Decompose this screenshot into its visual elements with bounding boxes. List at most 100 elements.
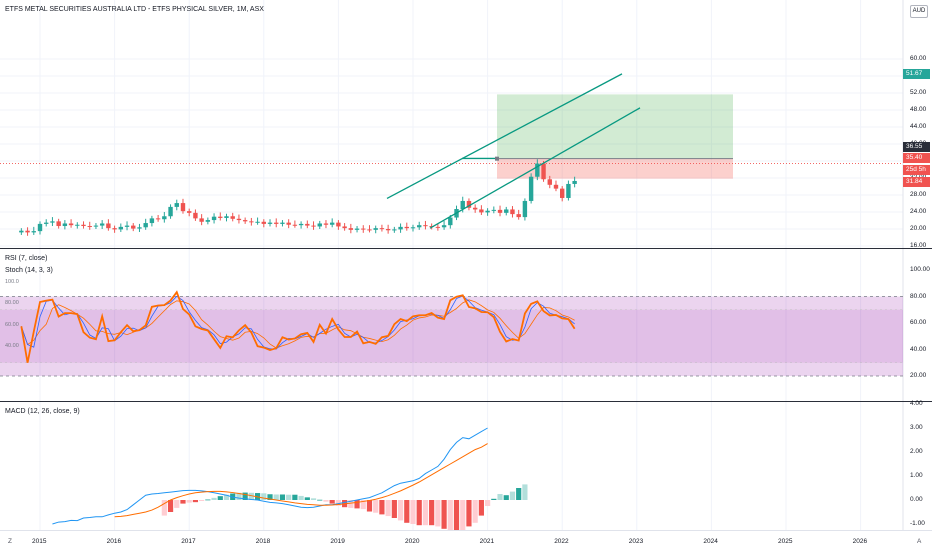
candle [466,200,472,208]
histogram-bar [497,494,503,500]
histogram-bar [503,495,509,500]
candle [162,216,167,220]
candle [218,216,223,218]
price-axis-label: 28.00 [910,191,927,198]
histogram-bar [317,499,323,501]
rsi-band [0,309,903,363]
candle [199,218,204,222]
channel-lower-line [429,107,641,229]
histogram-bar [516,488,522,500]
candle [392,229,397,231]
rsi-left-label: 80.00 [5,300,19,307]
candle [62,223,68,227]
histogram-bar [261,493,267,500]
histogram-bar [310,498,317,500]
histogram-bar [329,500,335,504]
histogram-bar [279,494,286,500]
candle [131,225,136,229]
macd-legend[interactable]: MACD (12, 26, close, 9) [5,408,80,415]
candle [19,230,24,233]
rsi-legend[interactable]: RSI (7, close) [5,255,48,262]
histogram-bar [174,500,180,508]
candle [292,224,298,226]
candle [255,221,260,223]
candle [435,226,441,228]
rsi-left-label: 100.0 [5,279,19,286]
price-chart[interactable] [0,0,932,248]
macd-axis-label: 0.00 [910,496,923,503]
candle [267,222,273,224]
histogram-bar [522,484,528,500]
histogram-bar [391,500,397,518]
candle [99,223,105,226]
histogram-bar [460,500,466,530]
histogram-bar [292,494,298,500]
histogram-bar [217,496,223,500]
candle [174,203,179,207]
auto-scale-toggle[interactable]: A [917,538,922,545]
candle [547,179,552,185]
histogram-bar [466,500,472,527]
currency-badge[interactable]: AUD [910,5,928,18]
candle [535,163,540,177]
macd-axis-label: 1.00 [910,472,923,479]
candle [553,184,559,189]
histogram-bar [273,494,279,500]
price-tag: 25d 5h [903,165,930,175]
macd-pane[interactable]: MACD (12, 26, close, 9) 4.00 3.00 2.00 1.00… [0,400,932,530]
stoch-k-line [20,295,575,350]
histogram-bar [304,497,310,500]
histogram-bar [360,500,366,510]
rsi-pane[interactable]: RSI (7, close) Stoch (14, 3, 3) 100.00 80… [0,249,932,401]
time-axis-label: 2020 [405,538,420,545]
stoch-legend[interactable]: Stoch (14, 3, 3) [5,267,53,274]
macd-chart[interactable] [0,402,932,530]
candle [398,226,403,230]
time-axis-label: 2023 [628,538,644,545]
histogram-bar [348,500,354,508]
histogram-bar [397,500,404,521]
histogram-bar [180,500,186,504]
candle [336,222,341,227]
candle [491,209,497,211]
histogram-bar [186,500,192,503]
candle [25,230,30,233]
rsi-axis-label: 60.00 [910,319,927,326]
macd-line [52,427,488,525]
candle [305,223,310,226]
price-pane[interactable]: ETFS METAL SECURITIES AUSTRALIA LTD - ET… [0,0,932,249]
price-tag: 51.67 [903,69,930,79]
histogram-bar [485,500,491,506]
candle [404,226,409,229]
candle [286,222,291,225]
price-axis-label: 24.00 [910,208,927,215]
price-tag: 31.84 [903,177,930,187]
histogram-bar [298,495,304,500]
time-axis-label: 2026 [852,538,868,545]
candle [143,223,148,228]
zoom-toggle[interactable]: Z [8,538,12,545]
candle [373,228,378,230]
candle [385,229,391,231]
candle [504,209,509,213]
rsi-chart[interactable] [0,249,932,401]
candle [249,221,254,223]
candle [280,222,285,224]
candle [317,223,322,227]
histogram-bar [472,500,478,523]
candle [87,226,92,228]
pane-separator[interactable] [0,401,932,402]
candle [137,227,142,229]
candle [348,228,354,230]
candle [180,203,186,212]
time-axis-label: 2016 [106,538,122,545]
pane-separator[interactable] [0,248,932,249]
time-axis-label: 2025 [778,538,793,545]
candle [261,221,266,224]
histogram-bar [385,500,391,517]
histogram-bar [248,492,254,500]
pane-separator [0,530,932,531]
candle [448,217,453,226]
candle [410,227,416,229]
histogram-bar [404,500,410,523]
